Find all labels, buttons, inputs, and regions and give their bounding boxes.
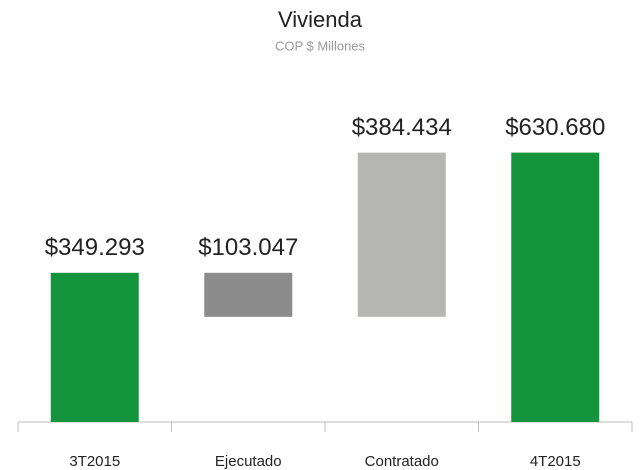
bar <box>204 272 293 317</box>
x-tick-label: 4T2015 <box>530 453 581 470</box>
value-label: $103.047 <box>198 234 298 261</box>
value-label: $630.680 <box>505 114 605 141</box>
x-tick-label: 3T2015 <box>69 453 120 470</box>
bar <box>511 152 600 422</box>
value-label: $349.293 <box>45 234 145 261</box>
chart-title: Vivienda <box>278 7 363 32</box>
bar <box>357 152 446 317</box>
x-tick-label: Ejecutado <box>215 453 282 470</box>
chart-subtitle: COP $ Millones <box>275 38 366 53</box>
bar <box>50 272 139 422</box>
value-label: $384.434 <box>352 114 452 141</box>
x-tick-label: Contratado <box>365 453 439 470</box>
